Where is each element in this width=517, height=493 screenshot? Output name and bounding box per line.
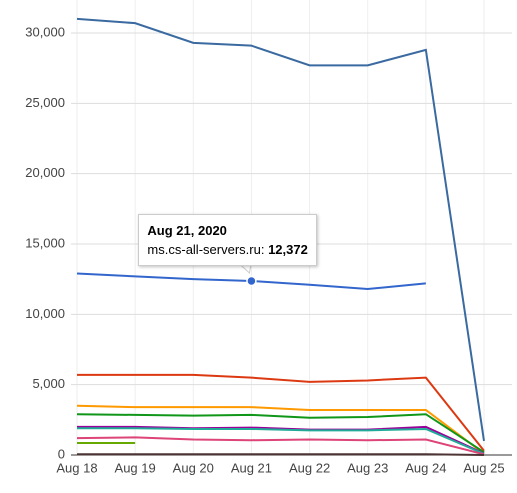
series-line [77, 427, 485, 455]
tooltip-series: ms.cs-all-servers.ru [147, 242, 268, 257]
x-tick-label: Aug 24 [405, 460, 446, 475]
x-tick-label: Aug 18 [56, 460, 97, 475]
tooltip-title: Aug 21, 2020 [147, 222, 227, 238]
hover-point [246, 275, 257, 287]
y-tick-label: 10,000 [25, 306, 65, 321]
series-line [77, 373, 485, 452]
y-tick-label: 5,000 [32, 376, 65, 391]
y-tick-label: 30,000 [25, 24, 65, 39]
series-line [76, 436, 485, 456]
tooltip-value: 12,372 [268, 241, 308, 257]
series-line [76, 17, 485, 442]
series-line [77, 453, 485, 456]
y-tick-label: 25,000 [25, 95, 65, 110]
x-tick-label: Aug 19 [115, 460, 156, 475]
x-tick-label: Aug 25 [463, 460, 504, 475]
x-tick-label: Aug 23 [347, 460, 388, 475]
x-tick-label: Aug 21 [231, 460, 272, 475]
y-tick-label: 0 [58, 446, 65, 461]
y-tick-label: 15,000 [25, 235, 65, 250]
tooltip-row: ms.cs-all-servers.ru12,372 [147, 240, 307, 259]
tooltip: Aug 21, 2020 ms.cs-all-servers.ru12,372 [138, 213, 317, 266]
x-tick-label: Aug 22 [289, 460, 330, 475]
x-tick-label: Aug 20 [173, 460, 214, 475]
series-line [76, 413, 485, 454]
y-tick-label: 20,000 [25, 165, 65, 180]
series-line [77, 425, 485, 455]
series-line [76, 404, 485, 455]
